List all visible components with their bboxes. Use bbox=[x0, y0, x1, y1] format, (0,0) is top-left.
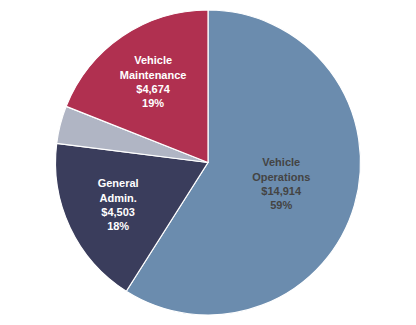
svg-text:GeneralAdmin.$4,50318%: GeneralAdmin.$4,50318% bbox=[98, 177, 139, 232]
svg-text:VehicleOperations$14,91459%: VehicleOperations$14,91459% bbox=[252, 156, 310, 211]
svg-text:VehicleMaintenance$4,67419%: VehicleMaintenance$4,67419% bbox=[120, 54, 187, 109]
